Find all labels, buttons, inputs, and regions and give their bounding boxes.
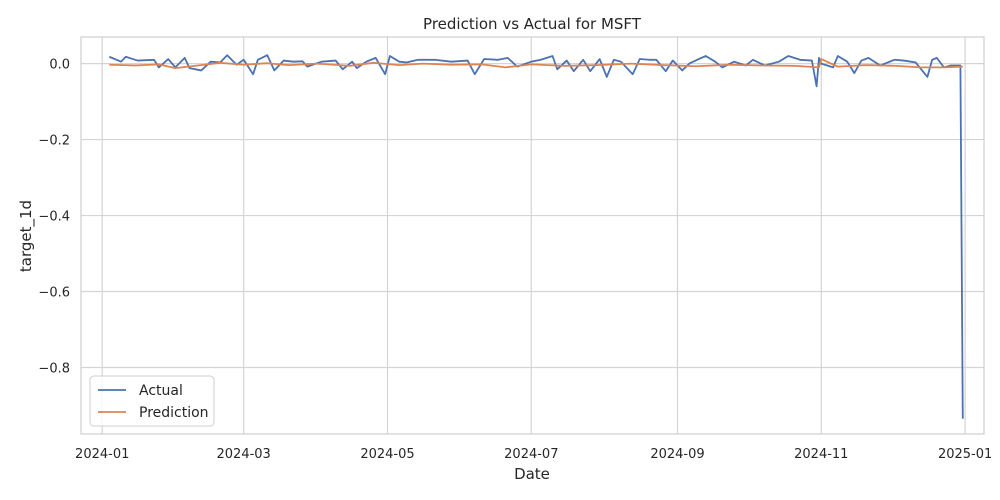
chart-title: Prediction vs Actual for MSFT <box>423 15 642 33</box>
y-tick-label: −0.6 <box>38 286 70 301</box>
legend: Actual Prediction <box>89 375 215 427</box>
y-tick-label: −0.4 <box>38 210 70 225</box>
series-layer <box>108 54 964 419</box>
x-tick-label: 2024-11 <box>794 447 848 462</box>
x-tick-label: 2025-01 <box>938 447 992 462</box>
y-tick-label: 0.0 <box>49 58 70 73</box>
y-tick-labels: 0.0 −0.2 −0.4 −0.6 −0.8 <box>38 58 70 377</box>
legend-label-actual: Actual <box>139 383 183 399</box>
x-tick-label: 2024-07 <box>504 447 558 462</box>
plot-frame <box>80 36 985 435</box>
x-tick-label: 2024-01 <box>75 447 129 462</box>
x-axis-label: Date <box>514 465 550 483</box>
x-tick-labels: 2024-01 2024-03 2024-05 2024-07 2024-09 2024-… <box>75 447 992 462</box>
legend-label-prediction: Prediction <box>139 405 209 421</box>
y-axis-label: target_1d <box>17 200 36 272</box>
y-tick-label: −0.2 <box>38 134 70 149</box>
series-line-actual <box>108 54 964 419</box>
x-tick-label: 2024-09 <box>650 447 704 462</box>
y-tick-label: −0.8 <box>38 362 70 377</box>
x-tick-label: 2024-03 <box>217 447 271 462</box>
x-tick-label: 2024-05 <box>360 447 414 462</box>
legend-box <box>89 375 215 427</box>
y-gridlines <box>81 62 984 369</box>
series-line-prediction <box>109 58 963 70</box>
x-gridlines <box>101 37 966 434</box>
